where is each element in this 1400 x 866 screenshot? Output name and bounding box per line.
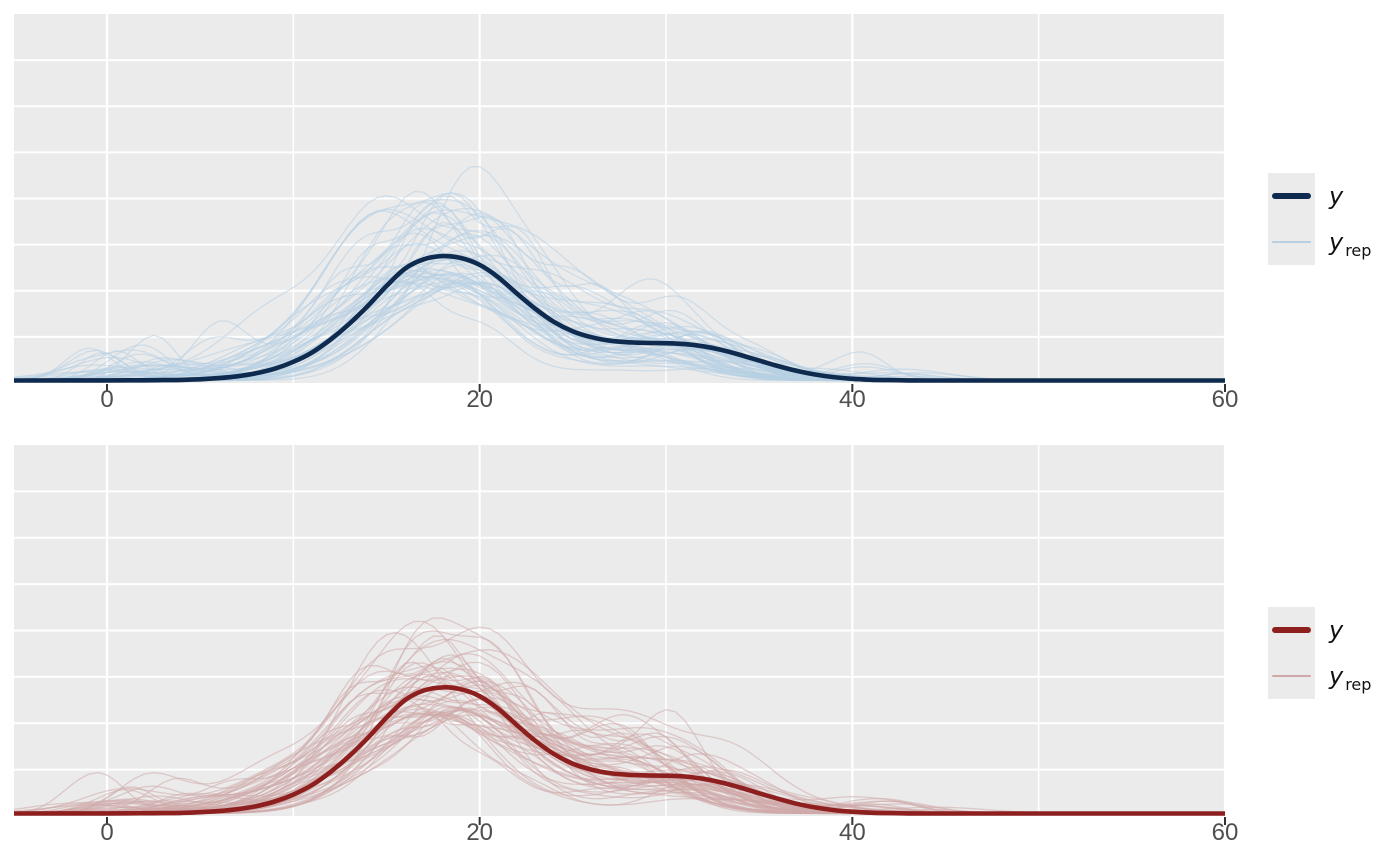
legend-entry-yrep: y rep: [1268, 219, 1371, 265]
x-tick-label: 0: [100, 386, 113, 413]
legend-bottom: y y rep: [1268, 607, 1371, 699]
legend-entry-y: y: [1268, 607, 1371, 653]
legend-key-y: [1268, 173, 1315, 219]
y-line-swatch: [1272, 627, 1311, 633]
y-curve: [14, 685, 1225, 816]
x-tick-label: 0: [100, 819, 113, 846]
legend-label-y: y: [1329, 184, 1343, 208]
legend-text-y: y: [1329, 182, 1344, 210]
yrep-line-swatch: [1272, 241, 1311, 243]
legend-text-yrep-subscript: rep: [1345, 675, 1372, 694]
legend-text-yrep: y: [1329, 228, 1344, 256]
legend-label-yrep: y rep: [1329, 662, 1371, 693]
panel-bottom: 0 20 40 60: [14, 445, 1239, 846]
panel-top: 0 20 40 60: [14, 14, 1239, 413]
y-line-swatch: [1272, 193, 1311, 199]
legend-text-y: y: [1329, 616, 1344, 644]
y-curve: [14, 253, 1225, 383]
legend-label-y: y: [1329, 618, 1343, 642]
legend-text-yrep: y: [1329, 662, 1344, 690]
x-tick-label: 20: [466, 819, 493, 846]
x-tick-label: 40: [839, 819, 866, 846]
x-tick-label: 40: [839, 386, 866, 413]
x-tick-label: 60: [1212, 386, 1239, 413]
legend-key-yrep: [1268, 653, 1315, 699]
legend-top: y y rep: [1268, 173, 1371, 265]
legend-key-yrep: [1268, 219, 1315, 265]
legend-key-y: [1268, 607, 1315, 653]
yrep-line-swatch: [1272, 675, 1311, 677]
legend-entry-y: y: [1268, 173, 1371, 219]
x-tick-label: 20: [466, 386, 493, 413]
legend-entry-yrep: y rep: [1268, 653, 1371, 699]
legend-label-yrep: y rep: [1329, 228, 1371, 259]
x-tick-label: 60: [1212, 819, 1239, 846]
legend-text-yrep-subscript: rep: [1345, 241, 1372, 260]
